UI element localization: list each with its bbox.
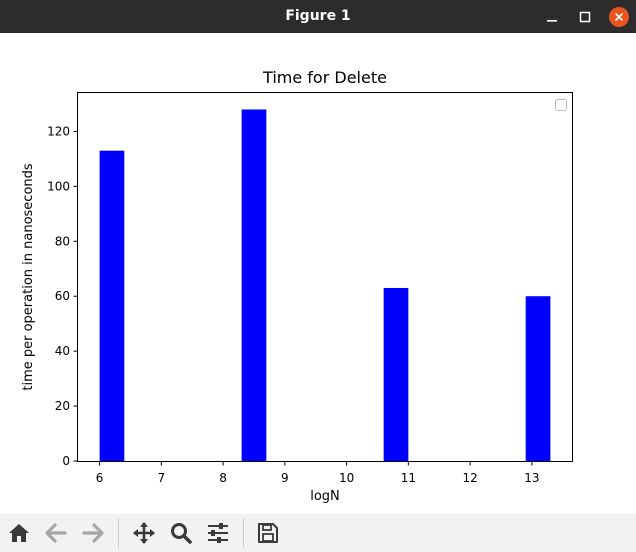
- x-tick-label: 12: [462, 471, 477, 485]
- chart-svg: Time for Delete 6 7 8 9 10 11 12 13 0 20 40 60 80 10…: [21, 68, 573, 504]
- back-arrow-icon: [45, 523, 67, 543]
- home-icon: [9, 524, 29, 542]
- configure-subplots-button[interactable]: [205, 520, 231, 546]
- configure-subplots-icon: [208, 523, 228, 543]
- zoom-button[interactable]: [168, 520, 194, 546]
- navigation-toolbar: [0, 514, 636, 552]
- figure-canvas: Time for Delete 6 7 8 9 10 11 12 13 0 20 40 60 80 10…: [0, 33, 636, 514]
- y-tick-label: 120: [47, 124, 70, 138]
- y-tick-label: 0: [62, 454, 70, 468]
- pan-button[interactable]: [131, 520, 157, 546]
- x-tick-label: 10: [339, 471, 354, 485]
- forward-button[interactable]: [80, 520, 106, 546]
- zoom-magnifier-icon: [171, 523, 192, 544]
- window-titlebar: Figure 1: [0, 0, 636, 33]
- pan-move-icon: [133, 522, 155, 544]
- legend-box: [555, 99, 567, 111]
- close-button[interactable]: [607, 0, 631, 33]
- window-title: Figure 1: [285, 8, 351, 24]
- bar: [241, 109, 267, 462]
- bar: [525, 296, 551, 461]
- chart-title: Time for Delete: [262, 68, 387, 87]
- toolbar-separator: [118, 518, 119, 548]
- y-tick-label: 20: [55, 399, 70, 413]
- toolbar-separator: [243, 518, 244, 548]
- y-tick-label: 60: [55, 289, 70, 303]
- x-tick-label: 11: [401, 471, 416, 485]
- minimize-icon: [547, 19, 557, 22]
- y-axis-label: time per operation in nanoseconds: [21, 163, 36, 391]
- save-button[interactable]: [255, 520, 281, 546]
- save-floppy-icon: [258, 523, 278, 543]
- bar: [99, 150, 125, 461]
- y-tick-label: 40: [55, 344, 70, 358]
- x-axis-label: logN: [310, 489, 340, 504]
- back-button[interactable]: [43, 520, 69, 546]
- x-tick-label: 9: [281, 471, 289, 485]
- y-tick-label: 80: [55, 234, 70, 248]
- forward-arrow-icon: [82, 523, 104, 543]
- minimize-button[interactable]: [540, 0, 564, 33]
- x-tick-label: 13: [524, 471, 539, 485]
- x-tick-label: 8: [219, 471, 227, 485]
- maximize-icon: [579, 11, 591, 22]
- home-button[interactable]: [6, 520, 32, 546]
- maximize-button[interactable]: [573, 0, 597, 33]
- x-tick-label: 7: [158, 471, 166, 485]
- y-tick-label: 100: [47, 179, 70, 193]
- close-icon: [609, 6, 629, 27]
- plot-frame: [77, 92, 573, 462]
- bar: [383, 287, 409, 461]
- x-tick-label: 6: [96, 471, 104, 485]
